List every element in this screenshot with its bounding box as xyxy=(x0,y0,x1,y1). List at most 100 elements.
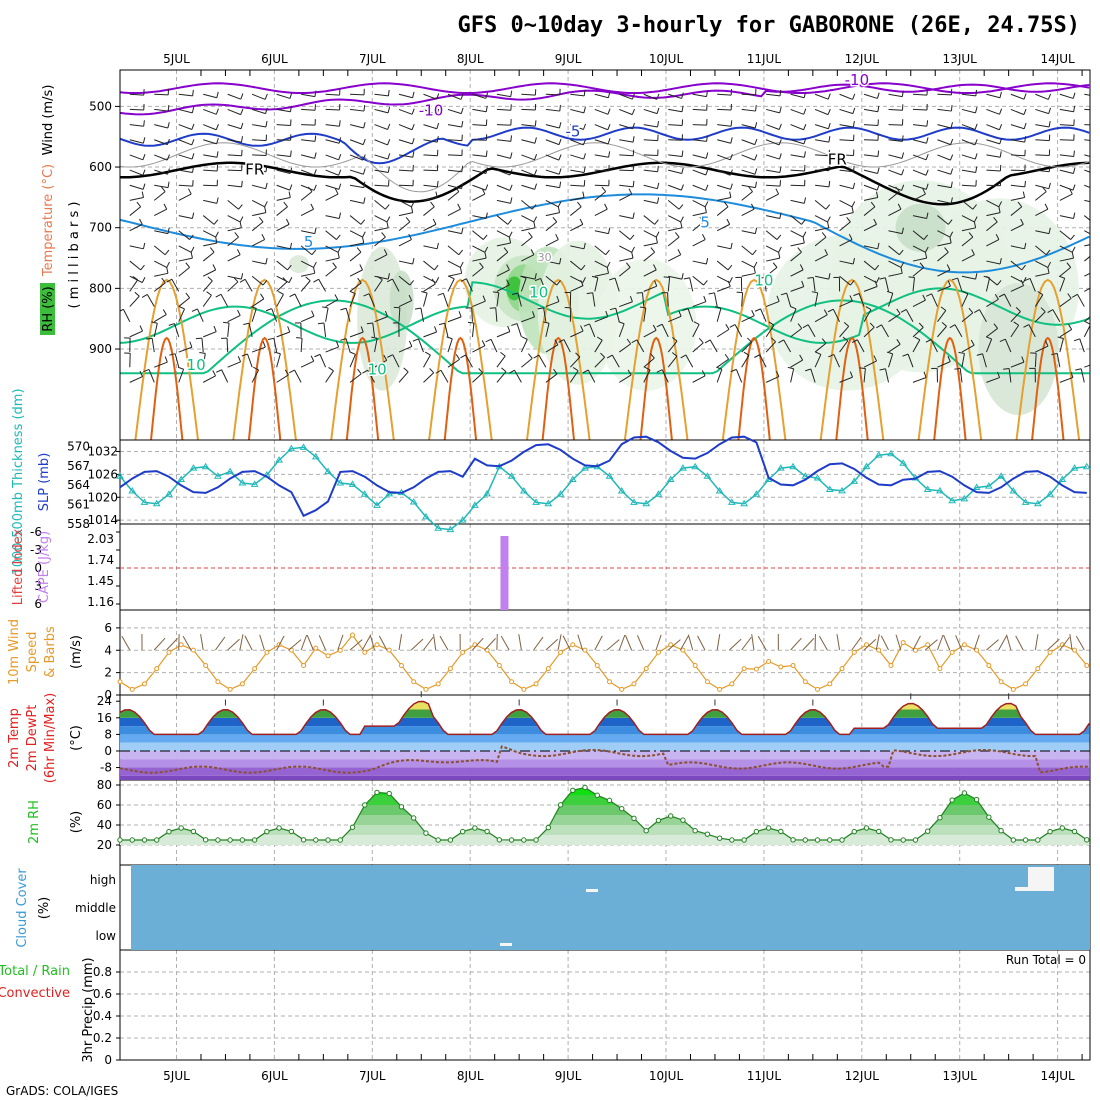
wind-barb-flag xyxy=(457,203,461,210)
wind-barb xyxy=(839,212,854,217)
wind-barb xyxy=(374,236,386,247)
wind-barb xyxy=(472,184,486,191)
wind-barb-flag xyxy=(877,242,880,249)
wind-barb-flag xyxy=(582,123,587,130)
rh-marker xyxy=(533,837,539,843)
wind-speed-marker xyxy=(888,662,894,668)
wind-barb xyxy=(398,221,411,232)
thickness-marker xyxy=(789,462,797,470)
pressure-unit-label: ( m i l l i b a r s ) xyxy=(67,202,82,309)
wind-barb-flag xyxy=(827,108,831,115)
wind-barb-flag xyxy=(715,306,722,309)
wind-barb xyxy=(839,154,854,156)
wind-barb-flag xyxy=(925,339,932,343)
wind-barb xyxy=(1035,245,1047,256)
wind-barb xyxy=(570,206,582,216)
wind-barb xyxy=(668,124,683,126)
wind-barb-10m xyxy=(636,635,645,651)
wind-barb xyxy=(398,108,413,115)
wind-barb-flag xyxy=(166,261,170,268)
wind-barb xyxy=(374,184,389,187)
wind-barb-flag xyxy=(387,139,391,146)
wind-barb xyxy=(668,154,683,158)
wind-barb-flag xyxy=(954,367,961,370)
cloud-low-patch xyxy=(500,943,512,946)
wind-barb-10m xyxy=(557,634,562,651)
wind-barb-flag xyxy=(999,338,1006,342)
rh-marker xyxy=(435,837,441,843)
wind-barb-flag xyxy=(1023,122,1027,129)
wind-barb-10m xyxy=(667,639,681,651)
wind-barb xyxy=(790,124,804,131)
wind-barb xyxy=(594,272,609,277)
wind-barb-flag xyxy=(141,191,144,198)
wind-barb xyxy=(937,184,952,189)
wind-barb-flag xyxy=(537,307,544,310)
wind-barb xyxy=(814,200,827,210)
wind-barb xyxy=(178,267,190,277)
wind-barb xyxy=(1077,294,1085,307)
rh-shade xyxy=(537,240,618,385)
wind-barb-flag xyxy=(768,321,775,326)
wind-barb xyxy=(545,260,560,265)
wind-barb-flag xyxy=(360,219,366,225)
wind-barb xyxy=(203,184,218,187)
cloud-unit: (%) xyxy=(37,897,52,920)
wind-barb-flag xyxy=(161,277,166,284)
wind-barb xyxy=(325,245,339,253)
wind-barb xyxy=(374,227,389,232)
wind-barb xyxy=(521,200,533,210)
wind-barb-flag xyxy=(233,277,239,283)
wind-barb-flag xyxy=(886,351,893,355)
wind-barb xyxy=(570,154,584,160)
slp-axis-label: SLP (mb) xyxy=(37,453,52,512)
wind-barb-10m xyxy=(680,635,689,651)
wind-barb xyxy=(521,215,535,223)
wind-barb xyxy=(790,286,804,292)
wind-barb xyxy=(545,373,558,383)
wind-barb-flag xyxy=(386,221,389,228)
wind-barb xyxy=(1059,230,1072,240)
wind-barb xyxy=(619,215,634,219)
wind-barb xyxy=(227,215,241,223)
wind-barb xyxy=(912,245,926,253)
wind-barb xyxy=(374,93,389,97)
wind-speed-marker xyxy=(386,647,392,653)
wind-barb-flag xyxy=(780,292,787,296)
wind-barb xyxy=(839,260,854,265)
wind-barb xyxy=(251,275,264,286)
wind-barb xyxy=(594,230,609,235)
wind-barb xyxy=(790,269,804,277)
wind-barb-flag xyxy=(901,135,904,142)
wind10m-axis-label-3: & Barbs xyxy=(43,626,58,678)
wind-barb-flag xyxy=(216,151,219,158)
wind-barb xyxy=(618,323,625,338)
wind-barb xyxy=(496,215,509,225)
wind-barb-flag xyxy=(290,150,292,157)
wind-barb-flag xyxy=(437,292,444,296)
wind-barb xyxy=(398,371,409,383)
wind-barb-flag xyxy=(828,353,835,358)
thickness-marker xyxy=(519,487,528,494)
wind-barb-flag xyxy=(654,280,658,287)
warm-contour xyxy=(443,336,478,440)
wind-barb-flag xyxy=(1091,248,1095,253)
wind-barb-flag xyxy=(412,258,415,265)
wind-barb xyxy=(447,169,462,173)
wind-speed-marker xyxy=(374,642,380,648)
wind-barb xyxy=(374,316,388,323)
wind-barb-flag xyxy=(552,216,558,223)
wind-barb xyxy=(765,376,780,383)
wind-barb xyxy=(741,93,756,96)
wind-barb-flag xyxy=(166,154,170,161)
wind-barb xyxy=(1084,184,1090,189)
wind-barb-10m xyxy=(518,634,522,651)
wind-barb xyxy=(251,308,257,322)
wind-barb xyxy=(202,215,215,225)
wind-barb xyxy=(517,292,522,307)
wind-barb-flag xyxy=(950,181,953,188)
wind-barb-flag xyxy=(143,368,150,373)
wind-barb-flag xyxy=(680,216,684,223)
wind-barb xyxy=(1035,124,1050,128)
thickness-marker xyxy=(287,444,296,452)
